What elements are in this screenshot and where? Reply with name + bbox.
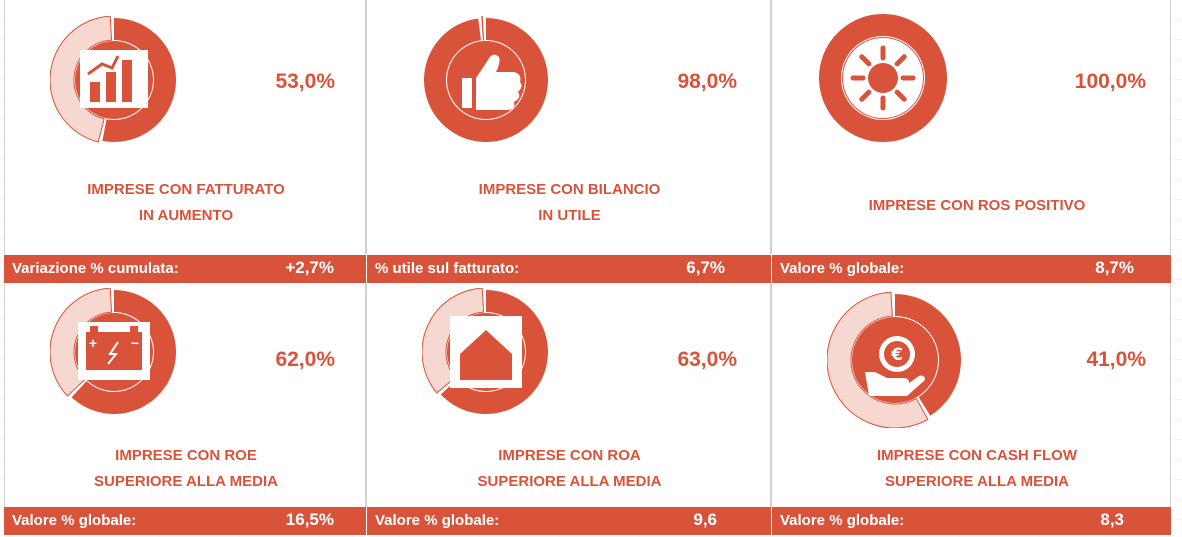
kpi-card-fatturato: 53,0% IMPRESE CON FATTURATO IN AUMENTO bbox=[4, 0, 366, 254]
donut-value-slice bbox=[895, 294, 961, 416]
svg-text:€: € bbox=[890, 345, 903, 365]
donut-value-slice bbox=[102, 18, 177, 142]
kpi-percent: 100,0% bbox=[1074, 70, 1146, 93]
bar-chart-growth-icon bbox=[80, 50, 148, 108]
kpi-footer-label: Variazione % cumulata: bbox=[12, 260, 179, 277]
kpi-footer-value: +2,7% bbox=[285, 258, 334, 277]
donut-remainder-slice bbox=[50, 288, 113, 397]
donut-remainder-slice bbox=[50, 16, 113, 143]
kpi-title: IMPRESE CON CASH FLOW SUPERIORE ALLA MED… bbox=[792, 443, 1162, 495]
kpi-footer-value: 8,3 bbox=[1100, 510, 1124, 529]
sun-icon bbox=[843, 38, 923, 118]
thumbs-up-icon bbox=[462, 54, 522, 110]
donut-value-slice bbox=[424, 18, 548, 142]
donut-chart-fatturato bbox=[50, 16, 177, 143]
donut-value-slice bbox=[818, 14, 947, 142]
kpi-footer-bar-roe: Valore % globale: 16,5% bbox=[4, 507, 366, 535]
svg-text:+: + bbox=[89, 335, 97, 351]
kpi-footer-label: Valore % globale: bbox=[12, 512, 137, 529]
kpi-footer-label: % utile sul fatturato: bbox=[375, 260, 520, 277]
kpi-footer-bar-cashflow: Valore % globale: 8,3 bbox=[772, 507, 1171, 535]
kpi-percent: 63,0% bbox=[677, 348, 737, 371]
kpi-title-line2: SUPERIORE ALLA MEDIA bbox=[477, 473, 662, 490]
kpi-title: IMPRESE CON ROE SUPERIORE ALLA MEDIA bbox=[25, 443, 347, 495]
kpi-footer-value: 9,6 bbox=[693, 510, 717, 529]
kpi-footer-label: Valore % globale: bbox=[780, 260, 905, 277]
donut-remainder-slice bbox=[481, 16, 485, 41]
donut-chart-bilancio bbox=[424, 16, 548, 142]
kpi-title-line1: IMPRESE CON ROE bbox=[115, 447, 257, 464]
kpi-footer-value: 8,7% bbox=[1095, 258, 1134, 277]
kpi-title-line1: IMPRESE CON CASH FLOW bbox=[876, 447, 1077, 464]
kpi-card-roe: + − 62,0% IMPRESE CON ROE SUPERIORE ALLA … bbox=[4, 282, 366, 508]
donut-chart-roa bbox=[422, 288, 548, 414]
kpi-card-cashflow: € 41,0% IMPRESE CON CASH FLOW SUPERIORE … bbox=[771, 282, 1171, 508]
kpi-title-line1: IMPRESE CON BILANCIO bbox=[478, 181, 661, 198]
house-icon bbox=[450, 316, 522, 388]
donut-chart-cashflow: € bbox=[827, 292, 961, 428]
kpi-footer-label: Valore % globale: bbox=[780, 512, 905, 529]
kpi-percent: 98,0% bbox=[677, 70, 737, 93]
euro-hand-icon: € bbox=[865, 336, 925, 396]
kpi-title-line2: IN AUMENTO bbox=[138, 207, 234, 224]
kpi-title-line1: IMPRESE CON FATTURATO bbox=[87, 181, 285, 198]
kpi-footer-bar-bilancio: % utile sul fatturato: 6,7% bbox=[367, 255, 771, 283]
kpi-card-ros: 100,0% IMPRESE CON ROS POSITIVO bbox=[771, 0, 1171, 254]
kpi-title-line1: IMPRESE CON ROS POSITIVO bbox=[868, 197, 1086, 214]
kpi-title-line2: IN UTILE bbox=[538, 207, 601, 224]
kpi-title: IMPRESE CON FATTURATO IN AUMENTO bbox=[25, 177, 347, 229]
donut-value-slice bbox=[71, 290, 176, 414]
donut-chart-roe: + − bbox=[50, 288, 176, 414]
donut-chart-ros bbox=[818, 14, 947, 142]
kpi-title: IMPRESE CON BILANCIO IN UTILE bbox=[407, 177, 732, 229]
kpi-footer-label: Valore % globale: bbox=[375, 512, 500, 529]
kpi-title-line2: SUPERIORE ALLA MEDIA bbox=[885, 473, 1069, 490]
kpi-footer-bar-fatturato: Variazione % cumulata: +2,7% bbox=[4, 255, 366, 283]
kpi-footer-value: 16,5% bbox=[285, 510, 334, 529]
kpi-title-line1: IMPRESE CON ROA bbox=[498, 447, 641, 464]
donut-remainder-slice bbox=[827, 292, 929, 428]
kpi-footer-bar-ros: Valore % globale: 8,7% bbox=[772, 255, 1171, 283]
kpi-title: IMPRESE CON ROS POSITIVO bbox=[792, 193, 1162, 219]
kpi-percent: 62,0% bbox=[275, 348, 335, 371]
kpi-card-roa: 63,0% IMPRESE CON ROA SUPERIORE ALLA MED… bbox=[366, 282, 771, 508]
kpi-title-line2: SUPERIORE ALLA MEDIA bbox=[94, 473, 278, 490]
svg-text:−: − bbox=[131, 335, 139, 351]
kpi-card-bilancio: 98,0% IMPRESE CON BILANCIO IN UTILE bbox=[366, 0, 771, 254]
battery-icon: + − bbox=[78, 322, 150, 380]
kpi-percent: 53,0% bbox=[275, 70, 335, 93]
kpi-footer-value: 6,7% bbox=[686, 258, 725, 277]
donut-remainder-slice bbox=[422, 288, 485, 394]
kpi-title: IMPRESE CON ROA SUPERIORE ALLA MEDIA bbox=[407, 443, 732, 495]
kpi-percent: 41,0% bbox=[1086, 348, 1146, 371]
kpi-footer-bar-roa: Valore % globale: 9,6 bbox=[367, 507, 771, 535]
